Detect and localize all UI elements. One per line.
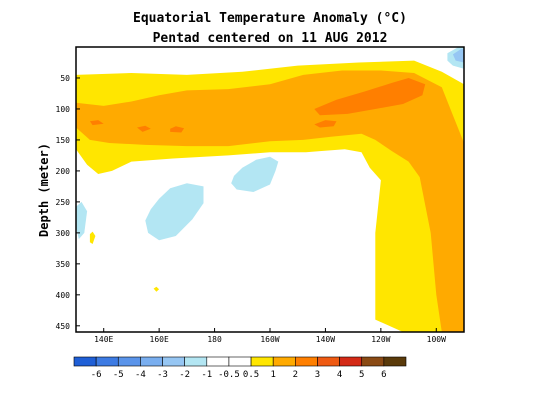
colorbar-swatch-0 (73, 356, 97, 367)
colorbar: -6 -5 -4 -3 -2 -1 -0.5 0.5 1 2 3 4 5 6 (73, 356, 407, 380)
x-tick-label-1: 160E (150, 335, 169, 344)
colorbar-label-7: 0.5 (243, 370, 259, 380)
y-tick-label-1: 100 (56, 105, 71, 114)
contour-region-6 (89, 120, 104, 126)
chart-subtitle: Pentad centered on 11 AUG 2012 (153, 31, 388, 46)
y-tick-label-7: 400 (56, 291, 71, 300)
contour-region-4 (137, 125, 151, 132)
colorbar-swatch-10 (295, 356, 318, 367)
contour-region-7 (231, 156, 279, 192)
x-tick-label-6: 100W (427, 335, 446, 344)
colorbar-label-11: 4 (337, 370, 342, 380)
contour-region-2 (314, 78, 426, 116)
colorbar-label-13: 6 (381, 370, 386, 380)
y-tick-label-3: 200 (56, 167, 71, 176)
colorbar-label-2: -4 (135, 370, 146, 380)
colorbar-swatch-6 (206, 356, 230, 367)
chart-title: Equatorial Temperature Anomaly (°C) (133, 11, 407, 26)
y-tick-label-6: 350 (56, 260, 71, 269)
y-tick-label-2: 150 (56, 136, 71, 145)
x-tick-label-4: 140W (316, 335, 335, 344)
colorbar-swatch-8 (250, 356, 274, 367)
colorbar-swatch-13 (361, 356, 385, 367)
colorbar-swatch-3 (140, 356, 163, 367)
contour-region-11 (452, 48, 464, 63)
x-tick-label-5: 120W (371, 335, 390, 344)
colorbar-label-9: 2 (293, 370, 298, 380)
y-tick-label-8: 450 (56, 322, 71, 331)
y-tick-label-0: 50 (60, 74, 70, 83)
colorbar-label-4: -2 (179, 370, 190, 380)
colorbar-swatch-11 (317, 356, 340, 367)
colorbar-label-12: 5 (359, 370, 364, 380)
colorbar-label-8: 1 (270, 370, 275, 380)
y-tick-label-5: 300 (56, 229, 71, 238)
contour-region-3 (314, 120, 337, 128)
colorbar-swatch-2 (117, 356, 141, 367)
anomaly-field (76, 47, 464, 332)
x-axis: 140E 160E 180 160W 140W 120W 100W (94, 328, 446, 344)
colorbar-label-6: -0.5 (218, 370, 240, 380)
y-axis: 50 100 150 200 250 300 350 400 450 (56, 74, 80, 331)
y-tick-label-4: 250 (56, 198, 71, 207)
x-tick-label-3: 160W (260, 335, 279, 344)
colorbar-swatch-7 (228, 356, 252, 367)
colorbar-swatch-12 (339, 356, 363, 367)
colorbar-label-5: -1 (201, 370, 212, 380)
colorbar-swatch-1 (95, 356, 119, 367)
x-tick-label-2: 180 (207, 335, 222, 344)
contour-region-13 (153, 286, 160, 292)
contour-region-9 (76, 201, 88, 240)
contour-region-12 (89, 231, 96, 244)
colorbar-label-0: -6 (91, 370, 102, 380)
colorbar-label-1: -5 (113, 370, 124, 380)
contour-region-5 (170, 126, 185, 133)
x-tick-label-0: 140E (94, 335, 113, 344)
contour-region-1 (76, 70, 464, 332)
colorbar-swatch-5 (184, 356, 208, 367)
colorbar-swatch-14 (383, 356, 407, 367)
colorbar-label-3: -3 (157, 370, 168, 380)
colorbar-label-10: 3 (315, 370, 320, 380)
colorbar-swatch-9 (272, 356, 296, 367)
colorbar-swatch-4 (162, 356, 185, 367)
y-axis-label: Depth (meter) (37, 143, 51, 237)
contour-region-8 (145, 183, 204, 241)
